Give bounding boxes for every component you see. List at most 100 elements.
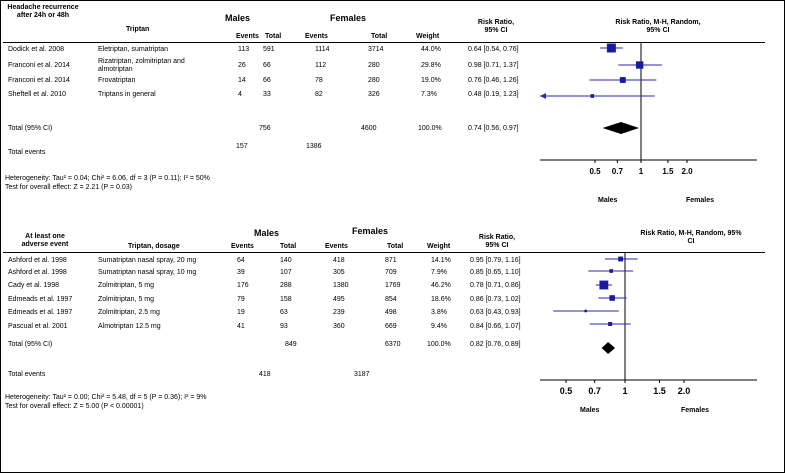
females-events: 1114	[315, 46, 330, 53]
x-axis-tick-label: 2.0	[681, 167, 693, 176]
males-events: 14	[238, 77, 246, 84]
total-events-label: Total events	[8, 149, 46, 156]
study-column-header: Headache recurrence after 24h or 48h	[7, 4, 79, 19]
females-events: 1380	[333, 282, 349, 289]
males-group-header: Males	[254, 228, 280, 238]
weight-column-header: Weight	[427, 243, 451, 250]
females-total: 1769	[385, 282, 401, 289]
females-events: 239	[333, 309, 345, 316]
study-name: Cady et al. 1998	[8, 282, 59, 289]
males-total: 63	[280, 309, 288, 316]
risk-ratio-column-header: Risk Ratio, 95% CI	[478, 234, 516, 249]
study-name: Sheftell et al. 2010	[8, 91, 66, 98]
study-name: Ashford et al. 1998	[8, 269, 67, 276]
favours-females-label: Females	[681, 407, 710, 414]
weight-value: 7.3%	[421, 91, 437, 98]
males-total: 140	[280, 257, 292, 264]
males-events: 26	[238, 62, 246, 69]
risk-ratio-ci: 0.95 [0.79, 1.16]	[470, 257, 521, 264]
treatment-name: Triptans in general	[98, 91, 156, 98]
study-estimate-square	[599, 280, 609, 290]
females-events: 82	[315, 91, 323, 98]
study-estimate-square	[619, 77, 626, 83]
risk-ratio-column-header: Risk Ratio, 95% CI	[477, 19, 515, 34]
total-label: Total (95% CI)	[8, 341, 53, 348]
pooled-estimate-diamond	[601, 342, 616, 354]
weight-value: 18.6%	[431, 296, 451, 303]
header-rule	[3, 42, 765, 43]
males-group-header: Males	[225, 13, 251, 23]
treatment-name: Almotriptan 12.5 mg	[98, 323, 161, 330]
total-ci: 0.74 [0.56, 0.97]	[468, 125, 519, 132]
x-axis-tick-label: 0.7	[588, 386, 601, 396]
overall-effect-text: Test for overall effect: Z = 2.21 (P = 0…	[5, 184, 132, 191]
study-estimate-square	[609, 269, 613, 273]
males-total: 107	[280, 269, 292, 276]
treatment-name: Eletriptan, sumatriptan	[98, 46, 169, 53]
risk-ratio-ci: 0.48 [0.19, 1.23]	[468, 91, 519, 98]
total-males: 849	[285, 341, 297, 348]
females-events: 78	[315, 77, 323, 84]
females-events-header: Events	[305, 33, 328, 40]
females-events-header: Events	[325, 243, 348, 250]
x-axis-tick-label: 1	[622, 386, 627, 396]
plot-column-header: Risk Ratio, M-H, Random, 95% CI	[640, 230, 742, 245]
females-total: 280	[368, 77, 380, 84]
males-events: 4	[238, 91, 242, 98]
treatment-name: Zolmitriptan, 5 mg	[98, 296, 155, 303]
treatment-column-header: Triptan, dosage	[128, 243, 180, 250]
males-events: 19	[237, 309, 245, 316]
study-estimate-square	[618, 256, 624, 262]
study-estimate-square	[608, 322, 613, 326]
plot-column-header: Risk Ratio, M-H, Random, 95% CI	[615, 19, 701, 34]
total-weight: 100.0%	[418, 125, 442, 132]
total-weight: 100.0%	[427, 341, 451, 348]
total-females: 6370	[385, 341, 401, 348]
total-males: 756	[259, 125, 271, 132]
study-estimate-square	[590, 94, 595, 98]
females-total: 3714	[368, 46, 384, 53]
treatment-column-header: Triptan	[126, 26, 150, 33]
males-total: 93	[280, 323, 288, 330]
males-total-header: Total	[265, 33, 282, 40]
x-axis-tick-label: 1	[639, 167, 644, 176]
risk-ratio-ci: 0.78 [0.71, 0.86]	[470, 282, 521, 289]
females-total: 854	[385, 296, 397, 303]
risk-ratio-ci: 0.86 [0.73, 1.02]	[470, 296, 521, 303]
weight-column-header: Weight	[416, 33, 440, 40]
risk-ratio-ci: 0.76 [0.46, 1.26]	[468, 77, 519, 84]
weight-value: 29.8%	[421, 62, 441, 69]
x-axis-tick-label: 0.7	[612, 167, 624, 176]
treatment-name: Frovatriptan	[98, 77, 136, 84]
treatment-name: Zolmitriptan, 5 mg	[98, 282, 155, 289]
x-axis-tick-label: 0.5	[560, 386, 573, 396]
study-name: Edmeads et al. 1997	[8, 296, 73, 303]
total-events-label: Total events	[8, 371, 46, 378]
females-events: 305	[333, 269, 345, 276]
males-total: 33	[263, 91, 271, 98]
females-events: 495	[333, 296, 345, 303]
study-name: Pascual et al. 2001	[8, 323, 68, 330]
risk-ratio-ci: 0.98 [0.71, 1.37]	[468, 62, 519, 69]
forest-plot-area: 0.5 0.7 1 1.5 2.0	[540, 42, 757, 176]
header-rule	[3, 252, 765, 253]
risk-ratio-ci: 0.85 [0.65, 1.10]	[470, 269, 521, 276]
x-axis-tick-label: 1.5	[662, 167, 674, 176]
ci-arrow-left	[540, 93, 546, 99]
x-axis-tick-label: 2.0	[678, 386, 691, 396]
females-total-header: Total	[387, 243, 404, 250]
females-events: 360	[333, 323, 345, 330]
treatment-name: Sumatriptan nasal spray, 10 mg	[98, 269, 197, 276]
females-events: 112	[315, 62, 327, 69]
females-total-header: Total	[371, 33, 388, 40]
events-females: 1386	[306, 143, 322, 150]
males-events: 79	[237, 296, 245, 303]
males-events-header: Events	[236, 33, 259, 40]
study-name: Franconi et al. 2014	[8, 77, 70, 84]
x-axis-tick-label: 1.5	[653, 386, 666, 396]
weight-value: 46.2%	[431, 282, 451, 289]
females-group-header: Females	[330, 13, 367, 23]
events-females: 3187	[354, 371, 370, 378]
treatment-name: Sumatriptan nasal spray, 20 mg	[98, 257, 197, 264]
